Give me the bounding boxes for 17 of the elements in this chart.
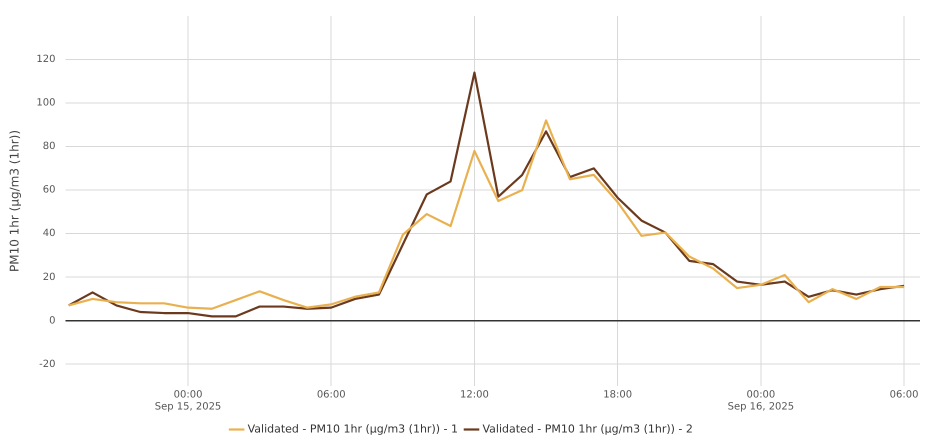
y-tick-label: 120 (36, 54, 56, 66)
y-tick-label: -20 (39, 358, 56, 370)
legend-label: Validated - PM10 1hr (µg/m3 (1hr)) - 1 (248, 422, 458, 436)
y-tick-label: 100 (36, 98, 56, 109)
legend-label: Validated - PM10 1hr (µg/m3 (1hr)) - 2 (482, 422, 693, 436)
x-tick-label: 00:00 Sep 16, 2025 (728, 390, 794, 413)
x-tick-label: 06:00 (316, 390, 346, 401)
y-tick-label: 0 (49, 315, 56, 326)
y-tick-label: 80 (42, 141, 56, 152)
x-tick-label: 18:00 (603, 390, 632, 401)
x-tick-label: 06:00 (890, 390, 918, 401)
x-tick-label: 12:00 (460, 390, 489, 401)
y-axis-title: PM10 1hr (µg/m3 (1hr)) (7, 130, 22, 272)
y-tick-label: 60 (42, 184, 56, 196)
y-tick-label: 20 (42, 272, 56, 283)
x-tick-label: 00:00 Sep 15, 2025 (154, 390, 222, 413)
y-tick-label: 40 (42, 228, 56, 240)
